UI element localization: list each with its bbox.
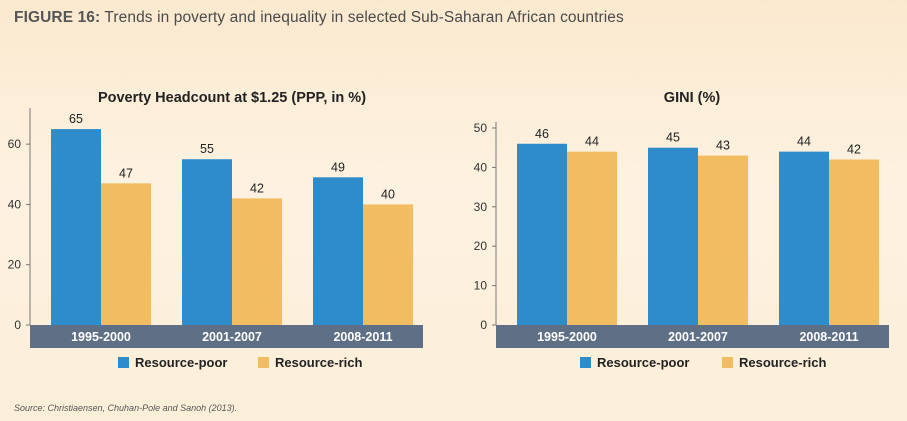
legend-swatch-resource-rich [722,357,733,368]
category-label: 2008-2011 [799,330,858,344]
y-tick-label: 20 [474,239,488,253]
category-axis-band [30,325,423,348]
bar-resource-rich [101,183,151,325]
data-label: 65 [69,112,83,126]
y-tick-label: 30 [474,200,488,214]
y-tick-label: 60 [8,137,22,151]
data-label: 55 [200,142,214,156]
bar-resource-rich [232,198,282,325]
figure-number: FIGURE 16: [14,9,101,26]
legend-swatch-resource-poor [580,357,591,368]
data-label: 42 [847,143,861,157]
bar-resource-poor [182,159,232,325]
data-label: 44 [797,135,811,149]
chart-title: Poverty Headcount at $1.25 (PPP, in %) [98,90,366,106]
y-tick-label: 40 [474,160,488,174]
bar-resource-rich [363,204,413,325]
figure-title-text: Trends in poverty and inequality in sele… [100,9,624,26]
data-label: 46 [535,127,549,141]
data-label: 44 [585,135,599,149]
category-label: 2008-2011 [333,330,392,344]
legend-label: Resource-poor [135,355,227,370]
chart-title: GINI (%) [664,90,721,106]
bar-resource-rich [567,151,617,325]
data-label: 45 [666,131,680,145]
category-label: 1995-2000 [537,330,597,344]
bar-resource-rich [698,155,748,325]
data-label: 42 [250,181,264,195]
bar-resource-poor [313,177,363,325]
bar-resource-rich [829,159,879,325]
legend-label: Resource-rich [739,355,826,370]
category-label: 2001-2007 [202,330,262,344]
bar-resource-poor [517,143,567,325]
category-label: 1995-2000 [71,330,131,344]
legend-label: Resource-poor [597,355,689,370]
data-label: 49 [331,160,345,174]
legend-swatch-resource-poor [118,357,129,368]
bar-resource-poor [648,147,698,325]
y-tick-label: 20 [8,258,22,272]
bar-resource-poor [779,151,829,325]
legend-swatch-resource-rich [258,357,269,368]
y-tick-label: 0 [14,318,21,332]
legend-label: Resource-rich [275,355,362,370]
y-tick-label: 40 [8,197,22,211]
y-tick-label: 0 [480,318,487,332]
data-label: 40 [381,187,395,201]
data-label: 47 [119,166,133,180]
source-note: Source: Christiaensen, Chuhan-Pole and S… [14,403,238,413]
y-tick-label: 10 [474,279,488,293]
data-label: 43 [716,139,730,153]
bar-resource-poor [51,129,101,325]
category-axis-band [496,325,889,348]
y-tick-label: 50 [474,121,488,135]
category-label: 2001-2007 [668,330,728,344]
figure-title: FIGURE 16: Trends in poverty and inequal… [14,9,624,27]
